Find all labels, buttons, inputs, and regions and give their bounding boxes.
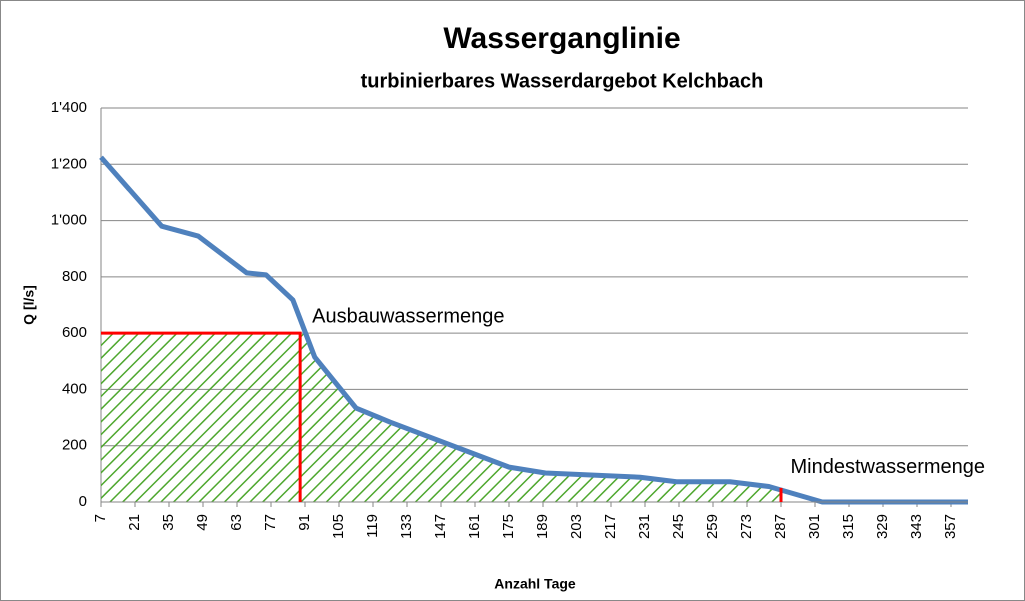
x-tick-label: 245	[670, 514, 687, 539]
x-tick-label: 147	[432, 514, 449, 539]
y-tick-label: 800	[62, 268, 87, 285]
x-tick-label: 35	[160, 514, 177, 531]
x-tick-label: 49	[194, 514, 211, 531]
x-tick-label: 63	[228, 514, 245, 531]
annotation: Ausbauwassermenge	[312, 305, 504, 327]
x-tick-label: 329	[874, 514, 891, 539]
x-tick-label: 21	[126, 514, 143, 531]
chart-title: Wasserganglinie	[443, 22, 680, 55]
x-tick-label: 315	[840, 514, 857, 539]
x-tick-label: 133	[398, 514, 415, 539]
x-tick-label: 357	[942, 514, 959, 539]
y-tick-label: 1'200	[51, 155, 87, 172]
y-tick-label: 1'000	[51, 212, 87, 229]
series-line	[99, 155, 968, 505]
x-axis-title: Anzahl Tage	[494, 576, 576, 592]
ausbau-marker	[101, 331, 302, 502]
hatch-area	[101, 333, 781, 502]
chart-subtitle: turbinierbares Wasserdargebot Kelchbach	[361, 70, 764, 92]
x-tick-label: 175	[500, 514, 517, 539]
x-tick-label: 189	[534, 514, 551, 539]
x-tick-label: 217	[602, 514, 619, 539]
x-tick-label: 77	[262, 514, 279, 531]
x-tick-label: 91	[296, 514, 313, 531]
x-tick-label: 259	[704, 514, 721, 539]
x-tick-label: 287	[772, 514, 789, 539]
y-tick-label: 400	[62, 380, 87, 397]
x-tick-label: 119	[364, 514, 381, 538]
x-tick-label: 161	[466, 514, 483, 539]
x-tick-label: 203	[568, 514, 585, 539]
y-tick-label: 0	[79, 493, 87, 510]
x-tick-label: 343	[908, 514, 925, 539]
y-tick-label: 200	[62, 437, 87, 454]
annotation: Mindestwassermenge	[790, 456, 985, 478]
x-tick-label: 301	[806, 514, 823, 539]
y-tick-label: 600	[62, 324, 87, 341]
y-tick-label: 1'400	[51, 99, 87, 116]
x-tick-label: 273	[738, 514, 755, 539]
x-tick-label: 7	[92, 514, 109, 522]
x-tick-label: 231	[636, 514, 653, 539]
x-tick-label: 105	[330, 514, 347, 539]
y-axis-title: Q [l/s]	[21, 285, 37, 325]
